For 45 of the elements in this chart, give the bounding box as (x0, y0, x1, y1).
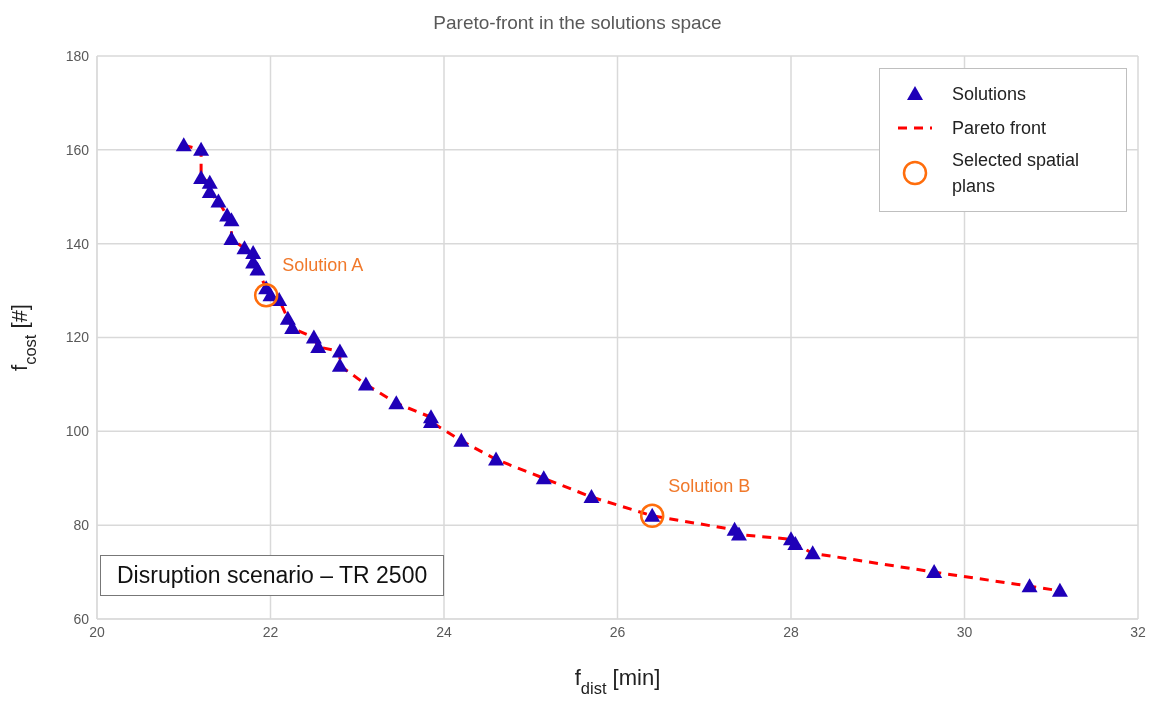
point (253, 283, 279, 308)
annotation: Solution A (282, 255, 364, 276)
x-axis-title: f$_{dist}$ [min] (574, 665, 661, 697)
point (223, 230, 240, 245)
point (210, 193, 227, 208)
annotation: Solution B (668, 475, 751, 496)
point (1051, 582, 1068, 597)
point (730, 526, 747, 541)
point (249, 261, 266, 276)
point (583, 489, 600, 504)
y-tick-label: 80 (73, 517, 90, 534)
x-tick-label: 22 (262, 623, 279, 640)
x-tick-label: 20 (89, 623, 105, 640)
point (787, 535, 804, 550)
point (926, 564, 943, 579)
annotation: Disruption scenario – TR 2500 (100, 555, 445, 596)
legend-label: Pareto front (952, 117, 1047, 140)
point (453, 432, 470, 447)
y-tick-label: 120 (65, 329, 90, 346)
point (331, 343, 348, 358)
y-tick-label: 180 (65, 47, 90, 64)
point (175, 137, 192, 152)
point (488, 451, 505, 466)
point (804, 545, 821, 560)
legend-label: Selected spatial plans (952, 149, 1081, 198)
legend-label: Solutions (952, 83, 1027, 106)
point (639, 503, 665, 529)
point (245, 245, 262, 260)
point (1021, 578, 1038, 593)
y-tick-label: 100 (65, 423, 90, 440)
point (193, 141, 210, 156)
y-tick-label: 140 (65, 235, 90, 252)
point (357, 376, 374, 391)
y-tick-label: 60 (73, 610, 90, 627)
x-tick-label: 28 (783, 623, 799, 640)
x-tick-label: 30 (956, 623, 973, 640)
y-tick-label: 160 (65, 141, 90, 158)
x-tick-label: 32 (1130, 623, 1146, 640)
point (223, 212, 240, 227)
chart-title: Pareto-front in the solutions space (432, 12, 723, 34)
point (535, 470, 552, 485)
point (331, 357, 348, 372)
point (388, 395, 405, 410)
x-tick-label: 26 (609, 623, 626, 640)
x-tick-label: 24 (436, 623, 452, 640)
